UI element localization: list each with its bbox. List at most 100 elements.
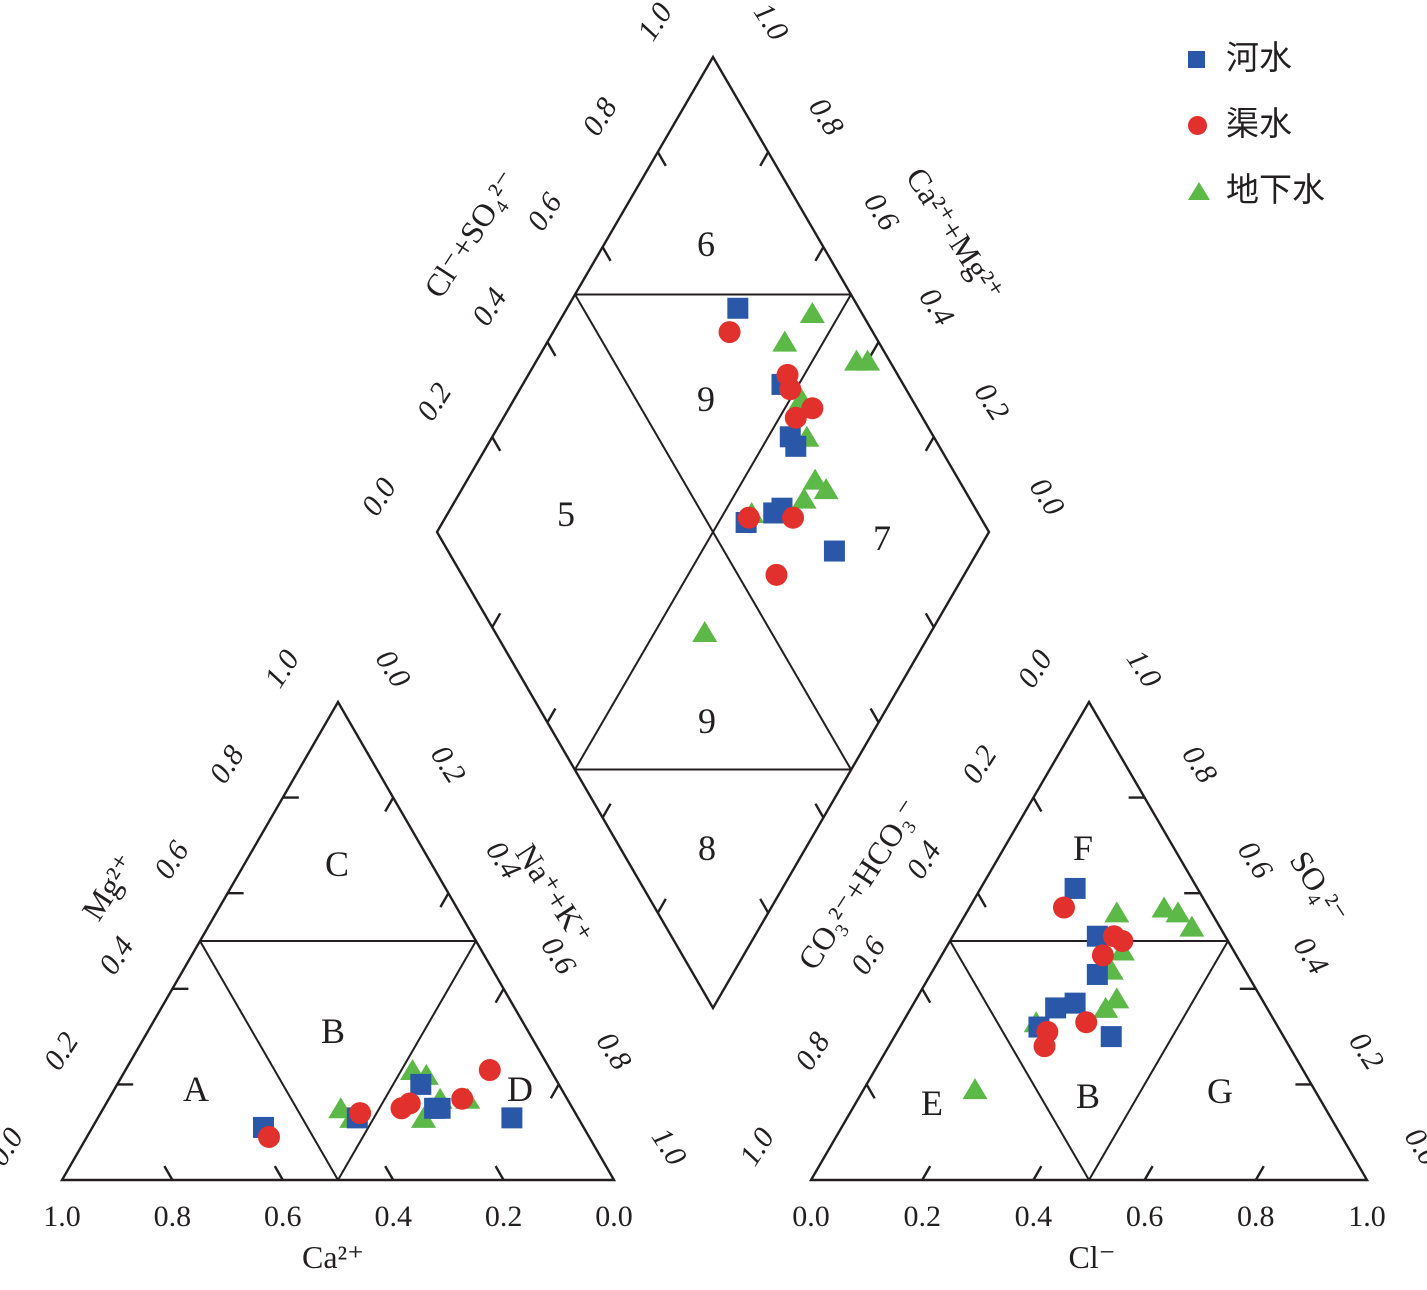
region-label-cation-D: D [507,1069,533,1109]
anion-bottom-axis-tick [921,1165,932,1181]
anion-bottom-axis-tick-label: 1.0 [1348,1200,1386,1233]
anion-left-axis-tick-label: 0.6 [844,931,892,980]
cation-right-axis-tick-label: 0.0 [369,644,417,693]
diamond-lower-right-axis-tick [924,612,935,628]
axis-title-cl: Cl⁻ [1068,1239,1115,1275]
anion-left-axis-tick [865,1083,876,1099]
data-point-series-0-diamond [785,435,807,457]
region-label-diamond-6: 6 [697,224,715,264]
data-point-series-1-cation [398,1092,421,1115]
diamond-left-axis-tick-label: 0.8 [576,92,624,141]
data-point-series-0-cation [501,1107,523,1129]
anion-right-axis-tick-label: 1.0 [1120,644,1168,693]
diamond-outline [435,54,991,1011]
cation-bottom-axis-tick [273,1165,284,1181]
region-divider [199,940,339,1181]
anion-right-axis-tick-label: 0.8 [1176,740,1224,789]
data-point-series-1-anion [1111,930,1134,952]
diamond-lower-right-axis-tick [759,898,770,914]
diamond-right-axis-tick-label: 0.0 [1023,472,1071,521]
data-point-series-1-anion [1033,1035,1056,1058]
data-point-series-1-diamond [784,406,807,429]
axis-title-na-k: Na⁺+K⁺ [509,837,600,951]
anion-left-axis-tick [921,988,932,1004]
anion-bottom-axis-tick-label: 0.8 [1237,1200,1275,1233]
region-label-diamond-9: 9 [697,379,715,419]
data-point-series-2-anion [1165,901,1191,923]
data-point-series-2-diamond [791,487,817,509]
region-label-anion-G: G [1207,1071,1233,1111]
legend-item-river-water: 河水 [1188,42,1325,75]
data-point-series-1-cation [349,1102,372,1125]
cation-bottom-axis-tick [494,1165,505,1181]
legend-item-canal-water: 渠水 [1188,108,1325,141]
data-point-series-0-anion [1086,925,1108,947]
cation-bottom-axis-tick-label: 0.2 [485,1200,522,1233]
data-point-series-1-diamond [765,563,788,586]
anion-left-axis-tick-label: 1.0 [733,1122,781,1171]
cation-right-axis-tick [494,988,505,1004]
diamond-right-axis-tick-label: 0.8 [802,92,850,141]
data-point-series-1-diamond [801,397,824,420]
cation-left-axis-tick-label: 0.4 [92,931,140,980]
diamond-right-axis-tick [814,246,825,262]
anion-right-axis-tick-label: 0.2 [1342,1027,1390,1076]
data-point-series-0-diamond [763,502,785,524]
cation-left-axis-tick-label: 1.0 [258,644,306,693]
cation-left-axis-tick-label: 0.6 [148,835,196,884]
axis-title-ca: Ca²⁺ [302,1239,364,1275]
diamond-left-axis-tick [546,341,557,357]
data-point-series-0-cation [429,1097,451,1119]
cation-bottom-axis-tick-label: 0.8 [154,1200,192,1233]
region-label-cation-A: A [183,1069,209,1109]
data-point-series-1-diamond [779,378,802,401]
data-point-series-2-anion [962,1078,988,1100]
data-point-series-2-anion [1104,987,1130,1009]
data-point-series-2-anion [1104,901,1130,923]
data-point-series-1-anion [1075,1011,1098,1034]
anion-right-axis-tick-label: 0.0 [1398,1122,1427,1171]
data-point-series-2-anion [1151,896,1177,918]
diamond-left-axis-tick [601,246,612,262]
diamond-left-axis-tick-label: 0.6 [521,187,569,236]
anion-bottom-axis-tick [1032,1165,1043,1181]
region-divider [949,940,1090,1181]
anion-left-axis-tick-label: 0.2 [955,740,1003,789]
legend-label-canal-water: 渠水 [1226,106,1292,143]
region-label-anion-E: E [921,1083,943,1123]
anion-bottom-axis-tick-label: 0.2 [903,1200,941,1233]
diamond-lower-right-axis-tick [814,803,825,819]
diamond-right-axis-tick-label: 0.6 [857,187,905,236]
anion-bottom-axis-tick [1254,1165,1265,1181]
cation-bottom-axis-tick-label: 1.0 [43,1200,81,1233]
diamond-left-axis-tick [491,436,502,452]
axis-title-so4: SO₄²⁻ [1283,844,1356,929]
cation-bottom-axis-tick-label: 0.0 [595,1200,633,1233]
region-divider [574,293,852,771]
cation-bottom-axis-tick [163,1165,174,1181]
data-point-series-2-diamond [802,468,828,490]
data-point-series-1-cation [258,1125,280,1148]
data-point-series-1-diamond [782,506,805,529]
region-label-diamond-7: 7 [873,518,891,558]
diamond-left-axis-tick-label: 0.0 [355,472,403,521]
diamond-right-axis-tick-label: 1.0 [747,0,795,47]
data-point-series-1-anion [1052,896,1075,919]
diamond-lower-left-axis-tick [601,803,612,819]
axis-title-cl-so4: Cl⁻+SO₄²⁻ [417,164,525,304]
data-point-series-0-anion [1064,877,1086,899]
diamond-left-axis-tick [656,151,667,167]
data-point-series-2-anion [1179,915,1205,937]
cation-right-axis-tick [549,1083,560,1099]
axis-title-ca-mg: Ca²⁺+Mg²⁺ [899,161,1011,307]
anion-left-axis-tick [1032,797,1043,813]
river-water-square-icon [1188,50,1226,68]
data-point-series-2-diamond [855,349,881,371]
anion-left-axis-tick-label: 0.8 [789,1027,837,1076]
groundwater-triangle-icon [1188,182,1226,200]
data-point-series-2-diamond [692,620,718,642]
legend-label-groundwater: 地下水 [1226,172,1325,209]
data-point-series-2-cation [411,1106,437,1128]
data-point-series-1-anion [1091,944,1114,967]
